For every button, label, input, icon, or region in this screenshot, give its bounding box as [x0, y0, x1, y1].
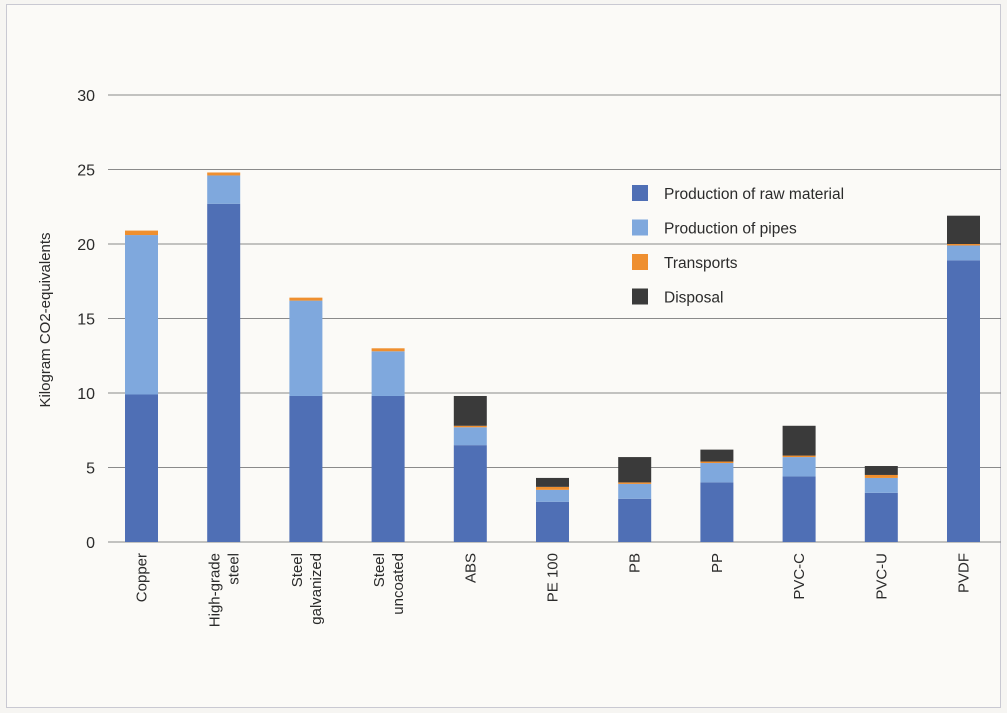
x-category-label: PVC-U: [873, 553, 890, 600]
x-category-label-line: Copper: [134, 553, 151, 602]
bar-segment-production-of-pipes: [618, 483, 652, 499]
bar-segment-production-of-pipes: [207, 175, 241, 204]
bar-segment-disposal: [947, 215, 980, 244]
legend: Production of raw material Production of …: [632, 185, 844, 307]
legend-swatch: [632, 185, 648, 201]
x-category-label-line: PVC-U: [873, 553, 890, 600]
y-tick-label: 0: [86, 535, 95, 552]
bars: [125, 172, 980, 542]
bar-segment-production-of-pipes: [453, 427, 487, 446]
bar-segment-production-of-raw-material: [371, 395, 405, 542]
y-axis-title: Kilogram CO2-equivalents: [37, 232, 54, 407]
legend-swatch: [632, 288, 648, 305]
x-category-label: PP: [709, 553, 726, 573]
x-category-label-line: steel: [226, 553, 243, 585]
y-axis-ticks: 0 5 10 15 20 25 30: [77, 88, 95, 552]
bar-segment-production-of-raw-material: [947, 260, 980, 542]
bar-segment-disposal: [782, 425, 816, 456]
bar-segment-production-of-pipes: [125, 235, 158, 395]
bar-segment-transports: [864, 474, 898, 478]
chart-frame: [6, 4, 1001, 708]
bar-segment-production-of-pipes: [864, 477, 898, 493]
bar-segment-production-of-raw-material: [207, 203, 241, 542]
bar-segment-transports: [536, 486, 569, 490]
bar-segment-transports: [371, 348, 405, 352]
gridlines: [108, 94, 1001, 543]
legend-label: Production of raw material: [664, 186, 844, 203]
bar-segment-disposal: [864, 466, 898, 475]
bar-segment-production-of-raw-material: [125, 394, 158, 542]
bar-segment-production-of-raw-material: [618, 498, 652, 542]
bar-segment-production-of-raw-material: [782, 476, 816, 542]
bar-segment-disposal: [453, 395, 487, 426]
x-category-label-line: High-grade: [207, 553, 224, 627]
x-category-label: Copper: [134, 553, 151, 602]
legend-label: Disposal: [664, 290, 723, 307]
bar-segment-production-of-pipes: [782, 457, 816, 477]
x-category-label-line: ABS: [462, 553, 479, 583]
x-category-label: PE 100: [545, 553, 562, 602]
y-tick-label: 10: [77, 386, 95, 403]
x-category-label-line: uncoated: [390, 553, 407, 615]
y-tick-label: 15: [77, 312, 95, 329]
bar-segment-disposal: [700, 449, 734, 462]
bar-segment-production-of-raw-material: [536, 501, 569, 542]
x-category-label: Steel uncoated: [371, 553, 407, 615]
bar-segment-production-of-pipes: [947, 245, 980, 261]
x-category-label: PB: [627, 553, 644, 573]
x-category-label-line: galvanized: [308, 553, 325, 625]
bar-segment-production-of-pipes: [536, 489, 569, 502]
bar-segment-transports: [125, 230, 158, 236]
x-category-label: PVDF: [956, 553, 973, 593]
bar-segment-production-of-raw-material: [289, 395, 323, 542]
bar-segment-transports: [207, 172, 241, 176]
bar-segment-production-of-raw-material: [453, 445, 487, 542]
bar-segment-disposal: [618, 457, 652, 483]
x-category-label-line: PVDF: [956, 553, 973, 593]
x-category-label: ABS: [462, 553, 479, 583]
legend-label: Transports: [664, 255, 738, 272]
x-category-label: Steel galvanized: [289, 553, 325, 625]
bar-segment-transports: [782, 455, 816, 458]
x-category-label-line: PB: [627, 553, 644, 573]
bar-segment-production-of-pipes: [289, 300, 323, 396]
legend-label: Production of pipes: [664, 221, 797, 238]
y-tick-label: 30: [77, 88, 95, 105]
x-category-label-line: Steel: [289, 553, 306, 587]
bar-segment-transports: [947, 244, 980, 246]
x-category-label: PVC-C: [791, 553, 808, 600]
x-category-label-line: Steel: [371, 553, 388, 587]
bar-segment-transports: [700, 461, 734, 464]
y-tick-label: 5: [86, 461, 95, 478]
bar-segment-production-of-raw-material: [700, 482, 734, 542]
x-category-label-line: PVC-C: [791, 553, 808, 600]
bar-segment-production-of-pipes: [371, 351, 405, 396]
bar-segment-transports: [289, 297, 323, 301]
bar-segment-transports: [618, 482, 652, 484]
legend-swatch: [632, 254, 648, 270]
y-tick-label: 25: [77, 163, 95, 180]
y-tick-label: 20: [77, 237, 95, 254]
legend-swatch: [632, 219, 648, 236]
bar-segment-disposal: [536, 477, 569, 487]
bar-segment-production-of-raw-material: [864, 492, 898, 542]
bar-segment-transports: [453, 425, 487, 428]
x-axis-category-labels: Copper High-grade steel Steel galvanized Stee…: [134, 553, 973, 627]
x-category-label-line: PP: [709, 553, 726, 573]
x-category-label-line: PE 100: [545, 553, 562, 602]
x-category-label: High-grade steel: [207, 553, 243, 627]
bar-segment-production-of-pipes: [700, 463, 734, 483]
